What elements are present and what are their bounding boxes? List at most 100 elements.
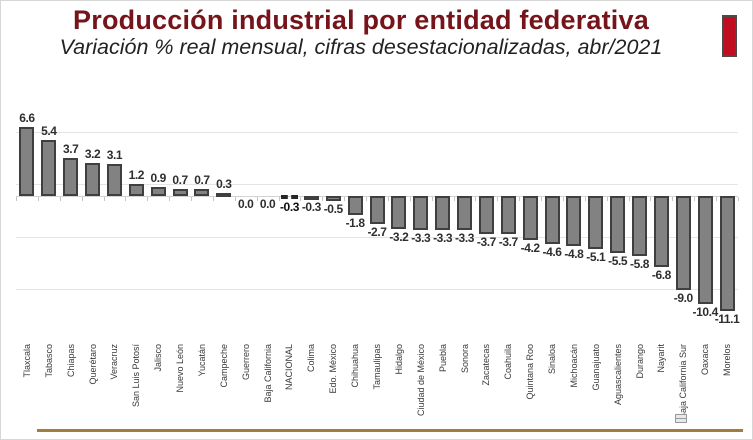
- axis-tick: [256, 197, 258, 201]
- bar: [369, 196, 385, 225]
- category-label: Tabasco: [43, 344, 54, 378]
- category-label: Nayarit: [656, 344, 667, 373]
- chart-header: Producción industrial por entidad federa…: [1, 5, 721, 59]
- category-label: Zacatecas: [481, 344, 492, 386]
- axis-tick: [81, 197, 83, 201]
- bar-value-label: 0.0: [237, 197, 254, 211]
- category-label: Chiapas: [65, 344, 76, 378]
- bar-value-label: -4.6: [542, 244, 562, 259]
- category-label: Morelos: [722, 344, 733, 377]
- axis-tick: [322, 197, 324, 201]
- bar: [128, 183, 144, 196]
- category-label: Querétaro: [87, 344, 98, 385]
- red-accent-bar-icon: [722, 15, 737, 57]
- bar-value-label: -9.0: [673, 290, 693, 305]
- bar-value-label: -3.3: [411, 231, 431, 246]
- axis-tick: [147, 197, 149, 201]
- gridline: [16, 288, 738, 290]
- gridline: [16, 183, 738, 185]
- bar-value-label: 0.9: [150, 170, 166, 185]
- category-label: Hidalgo: [393, 344, 404, 375]
- bar-value-label: -5.5: [608, 254, 628, 269]
- bar: [675, 196, 691, 290]
- bar-value-label: -3.3: [454, 231, 475, 246]
- bar: [500, 196, 516, 235]
- category-label: Baja California: [262, 344, 273, 403]
- category-label: Tlaxcala: [21, 344, 32, 378]
- bar: [150, 186, 166, 196]
- gridline: [16, 131, 738, 133]
- axis-tick: [103, 197, 105, 201]
- axis-tick: [59, 197, 61, 201]
- category-label: Jalisco: [153, 344, 164, 372]
- bar-value-label: -10.4: [692, 305, 718, 320]
- axis-tick: [519, 197, 521, 201]
- bar: [41, 139, 57, 196]
- axis-tick: [409, 197, 411, 201]
- bar-value-label: -4.2: [520, 240, 540, 255]
- axis-tick: [191, 197, 193, 201]
- category-label: Sinaloa: [547, 344, 558, 375]
- axis-tick: [37, 197, 39, 201]
- footer-divider: [37, 429, 743, 432]
- bar: [413, 196, 429, 231]
- bar-value-label: -3.3: [433, 231, 453, 246]
- bar: [566, 196, 582, 246]
- gridline: [16, 236, 738, 238]
- bar-value-label: -0.3: [301, 200, 321, 215]
- bar: [435, 196, 451, 231]
- bar-value-label: -6.8: [651, 267, 671, 282]
- chart-title: Producción industrial por entidad federa…: [73, 5, 649, 35]
- bar-value-label: -5.1: [586, 250, 606, 265]
- axis-tick: [584, 197, 586, 201]
- category-label: Edo. México: [328, 344, 339, 394]
- axis-tick: [541, 197, 543, 201]
- bar-value-label: -0.3: [279, 200, 300, 215]
- bar-value-label: 3.2: [84, 146, 101, 161]
- bar-nacional: [280, 195, 298, 199]
- category-label: Chihuahua: [350, 344, 361, 388]
- category-label: Colima: [306, 344, 317, 373]
- bar: [522, 196, 538, 240]
- axis-tick: [344, 197, 346, 201]
- bar-value-label: -1.8: [345, 215, 365, 230]
- bar-value-label: -11.1: [714, 312, 740, 327]
- bar: [588, 196, 604, 250]
- bar-value-label: 3.1: [106, 147, 123, 162]
- category-label: Ciudad de México: [415, 344, 426, 417]
- category-label: Baja California Sur: [678, 344, 689, 420]
- bar-value-label: 5.4: [41, 123, 57, 138]
- bar: [632, 196, 648, 257]
- bar-value-label: -3.7: [498, 235, 518, 250]
- bar: [106, 163, 122, 196]
- axis-tick: [278, 197, 280, 201]
- category-label: Michoacán: [568, 344, 579, 388]
- axis-tick: [628, 197, 630, 201]
- chart-subtitle: Variación % real mensual, cifras desesta…: [59, 35, 663, 59]
- category-label: Quintana Roo: [525, 344, 536, 400]
- bar-value-label: 1.2: [128, 167, 145, 182]
- bar: [478, 196, 494, 235]
- bar: [697, 196, 713, 305]
- axis-tick: [169, 197, 171, 201]
- bar-value-label: 3.7: [62, 141, 79, 156]
- category-label: Guanajuato: [590, 344, 601, 391]
- axis-tick: [125, 197, 127, 201]
- category-label: Aguascalientes: [612, 344, 623, 406]
- category-label: Sonora: [459, 344, 470, 374]
- category-label: Nuevo León: [175, 344, 186, 393]
- bar: [610, 196, 626, 254]
- category-label: Coahuila: [503, 344, 514, 380]
- axis-tick: [431, 197, 433, 201]
- bar: [457, 196, 472, 231]
- bar: [194, 188, 210, 196]
- axis-tick: [366, 197, 368, 201]
- bar: [391, 196, 407, 230]
- axis-tick: [234, 197, 236, 201]
- category-label: San Luis Potosí: [131, 344, 142, 408]
- category-label: NACIONAL: [284, 344, 295, 391]
- bar: [19, 127, 35, 196]
- axis-tick: [738, 197, 739, 201]
